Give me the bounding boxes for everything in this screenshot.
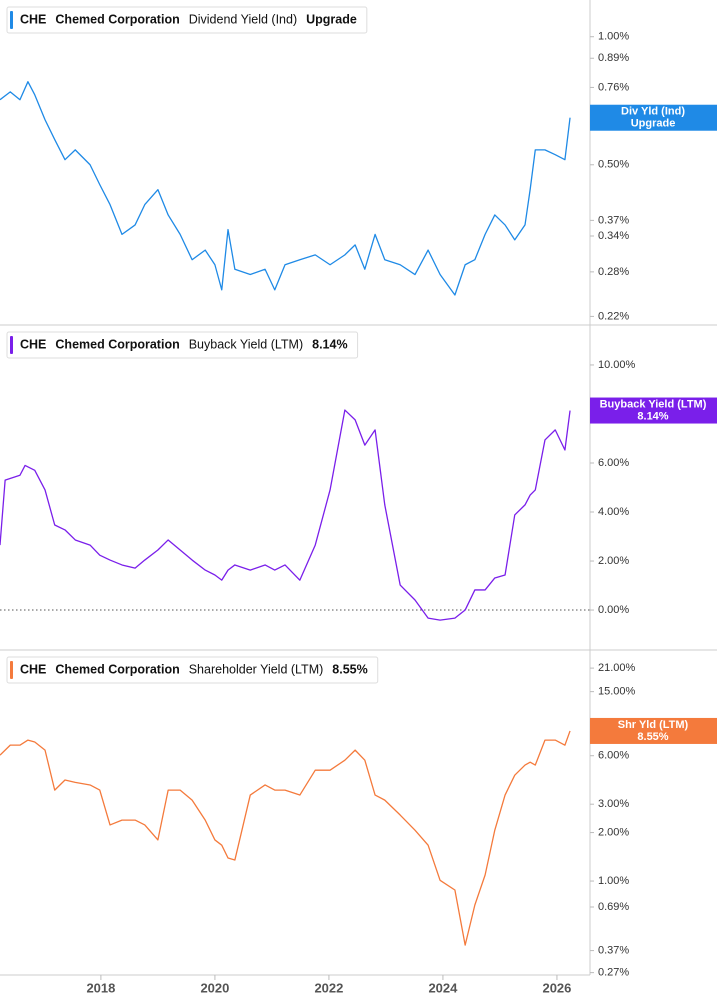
badge-value: 8.14% [637,410,668,422]
legend-box [6,6,368,34]
legend-text: Dividend Yield (Ind) [189,12,297,26]
y-tick-label: 0.27% [598,967,629,979]
y-tick-label: 10.00% [598,359,636,371]
y-tick-label: 0.37% [598,944,629,956]
y-tick-label: 0.22% [598,310,629,322]
series-line [0,730,571,946]
legend-text: Upgrade [306,12,357,26]
legend: CHE Chemed Corporation Dividend Yield (Ind… [6,6,368,34]
y-tick-label: 0.89% [598,52,629,64]
x-tick-label: 2018 [86,980,115,995]
y-tick-label: 3.00% [598,798,629,810]
y-tick-label: 0.28% [598,266,629,278]
badge-label: Div Yld (Ind) [621,106,685,118]
y-tick-label: 4.00% [598,506,629,518]
x-tick-label: 2026 [542,980,571,995]
y-tick-label: 6.00% [598,750,629,762]
legend-swatch [10,11,13,29]
y-tick-label: 0.34% [598,230,629,242]
y-tick-label: 0.50% [598,159,629,171]
badge-value: Upgrade [631,118,676,130]
legend-text: Chemed Corporation [55,662,179,676]
legend-swatch [10,661,13,679]
legend-text: Chemed Corporation [55,12,179,26]
legend: CHE Chemed Corporation Shareholder Yield (… [6,656,379,684]
legend-text: Shareholder Yield (LTM) [189,662,324,676]
legend-text: 8.55% [332,662,367,676]
y-tick-label: 0.76% [598,81,629,93]
badge-label: Buyback Yield (LTM) [600,398,707,410]
value-badge [590,397,717,424]
y-tick-label: 0.00% [598,604,629,616]
y-tick-label: 15.00% [598,686,636,698]
value-badge [590,104,717,131]
series-line [0,409,571,621]
legend: CHE Chemed Corporation Buyback Yield (LTM)… [6,331,359,359]
x-tick-label: 2022 [314,980,343,995]
y-tick-label: 2.00% [598,555,629,567]
y-tick-label: 1.00% [598,31,629,43]
legend-text: Buyback Yield (LTM) [189,337,303,351]
y-tick-label: 1.00% [598,875,629,887]
series-line [0,81,571,296]
value-badge [590,717,717,744]
x-tick-label: 2024 [428,980,458,995]
legend-swatch [10,336,13,354]
legend-text: CHE [20,12,46,26]
legend-text: Chemed Corporation [55,337,179,351]
legend-box [6,656,379,684]
y-tick-label: 2.00% [598,826,629,838]
x-tick-label: 2020 [200,980,229,995]
badge-label: Shr Yld (LTM) [618,719,689,731]
y-tick-label: 6.00% [598,457,629,469]
legend-text: CHE [20,662,46,676]
legend-box [6,331,359,359]
y-tick-label: 21.00% [598,662,636,674]
y-tick-label: 0.37% [598,214,629,226]
legend-text: 8.14% [312,337,347,351]
badge-value: 8.55% [637,731,668,743]
y-tick-label: 0.69% [598,901,629,913]
legend-text: CHE [20,337,46,351]
